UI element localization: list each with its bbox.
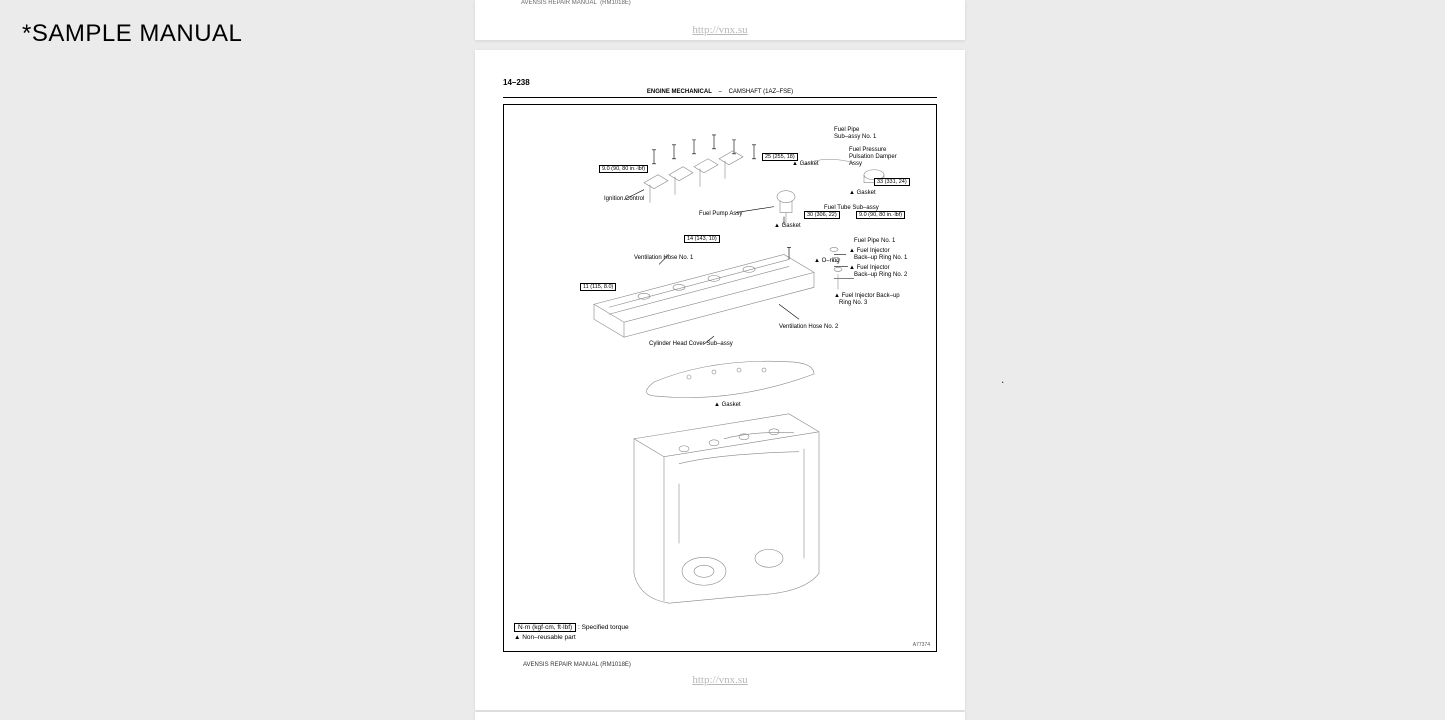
label-gasket-3: ▲ Gasket <box>774 223 801 230</box>
page-footer: AVENSIS REPAIR MANUAL (RM1018E) <box>523 662 937 668</box>
torque-5: 9.0 (90, 80 in.·lbf) <box>856 211 905 219</box>
watermark-top: http://vnx.su <box>692 24 747 36</box>
torque-6: 14 (143, 10) <box>684 235 720 243</box>
decorative-dot: . <box>1001 372 1004 386</box>
torque-3: 33 (331, 24) <box>874 178 910 186</box>
label-fuel-inj2: ▲ Fuel Injector Back–up Ring No. 2 <box>849 265 907 279</box>
label-ignition: Ignition Control <box>604 196 644 203</box>
label-fuel-inj1: ▲ Fuel Injector Back–up Ring No. 1 <box>849 248 907 262</box>
sample-manual-label: *SAMPLE MANUAL <box>22 20 242 48</box>
legend: N·m (kgf·cm, ft·lbf) : Specified torque … <box>514 623 629 643</box>
header-section: ENGINE MECHANICAL <box>647 89 712 95</box>
torque-4: 30 (306, 22) <box>804 211 840 219</box>
label-cyl-head: Cylinder Head Cover Sub–assy <box>649 341 733 348</box>
header-dash: – <box>714 89 727 95</box>
page-header: 14–238 ENGINE MECHANICAL – CAMSHAFT (1AZ… <box>503 78 937 98</box>
label-gasket-2: ▲ Gasket <box>849 190 876 197</box>
label-fuel-pipe1: Fuel Pipe No. 1 <box>854 238 895 245</box>
header-sub: CAMSHAFT (1AZ–FSE) <box>729 89 794 95</box>
legend-torque-box: N·m (kgf·cm, ft·lbf) <box>514 623 576 632</box>
label-gasket-4: ▲ Gasket <box>714 402 741 409</box>
label-fuel-pressure: Fuel PressurePulsation DamperAssy <box>849 147 897 169</box>
engine-diagram <box>504 105 936 651</box>
prev-footer-text: AVENSIS REPAIR MANUAL (RM1018E) <box>521 0 631 6</box>
torque-2: 25 (255, 18) <box>762 153 798 161</box>
label-fuel-inj3: ▲ Fuel Injector Back–up Ring No. 3 <box>834 293 900 307</box>
label-fuel-pipe-sub: Fuel PipeSub–assy No. 1 <box>834 127 876 141</box>
torque-7: 11 (115, 8.0) <box>580 283 616 291</box>
header-line: ENGINE MECHANICAL – CAMSHAFT (1AZ–FSE) <box>503 89 937 95</box>
legend-torque-desc: : Specified torque <box>578 624 629 631</box>
watermark-bottom: http://vnx.su <box>503 674 937 686</box>
label-gasket-1: ▲ Gasket <box>792 161 819 168</box>
manual-page: 14–238 ENGINE MECHANICAL – CAMSHAFT (1AZ… <box>475 50 965 710</box>
label-fuel-pump: Fuel Pump Assy <box>699 211 742 218</box>
figure-reference: A77374 <box>913 642 930 648</box>
legend-nonreuse: ▲ Non–reusable part <box>514 634 629 641</box>
label-vent2: Ventilation Hose No. 2 <box>779 324 838 331</box>
torque-1: 9.0 (90, 80 in.·lbf) <box>599 165 648 173</box>
label-oring: ▲ O–ring <box>814 258 840 265</box>
label-vent1: Ventilation Hose No. 1 <box>634 255 693 262</box>
page-number: 14–238 <box>503 78 937 87</box>
previous-page-fragment: AVENSIS REPAIR MANUAL (RM1018E) http://v… <box>475 0 965 40</box>
diagram-container: Fuel PipeSub–assy No. 1 Fuel PressurePul… <box>503 104 937 652</box>
next-page-fragment <box>475 712 965 720</box>
